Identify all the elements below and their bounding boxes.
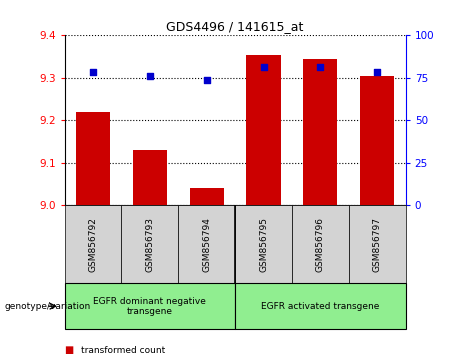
Title: GDS4496 / 141615_at: GDS4496 / 141615_at	[166, 20, 304, 33]
Text: GSM856793: GSM856793	[145, 217, 154, 272]
Bar	[235, 283, 406, 329]
Bar	[65, 205, 121, 283]
Point	[89, 69, 97, 74]
Bar	[178, 205, 235, 283]
Bar	[235, 205, 292, 283]
Text: GSM856792: GSM856792	[89, 217, 97, 272]
Text: GSM856795: GSM856795	[259, 217, 268, 272]
Bar	[121, 205, 178, 283]
Bar	[247, 55, 281, 205]
Point	[260, 64, 267, 70]
Text: GSM856794: GSM856794	[202, 217, 211, 272]
Bar	[360, 76, 394, 205]
Text: genotype/variation: genotype/variation	[5, 302, 91, 311]
Point	[317, 64, 324, 70]
Bar	[65, 283, 235, 329]
Text: transformed count: transformed count	[81, 346, 165, 354]
Text: EGFR dominant negative
transgene: EGFR dominant negative transgene	[94, 297, 206, 316]
Text: EGFR activated transgene: EGFR activated transgene	[261, 302, 379, 311]
Bar	[303, 59, 337, 205]
Bar	[133, 150, 167, 205]
Point	[146, 73, 154, 79]
Bar	[76, 112, 110, 205]
Text: GSM856797: GSM856797	[373, 217, 382, 272]
Text: ■: ■	[65, 346, 74, 354]
Bar	[292, 205, 349, 283]
Point	[203, 77, 210, 83]
Bar	[349, 205, 406, 283]
Text: GSM856796: GSM856796	[316, 217, 325, 272]
Point	[373, 69, 381, 74]
Bar	[189, 188, 224, 205]
